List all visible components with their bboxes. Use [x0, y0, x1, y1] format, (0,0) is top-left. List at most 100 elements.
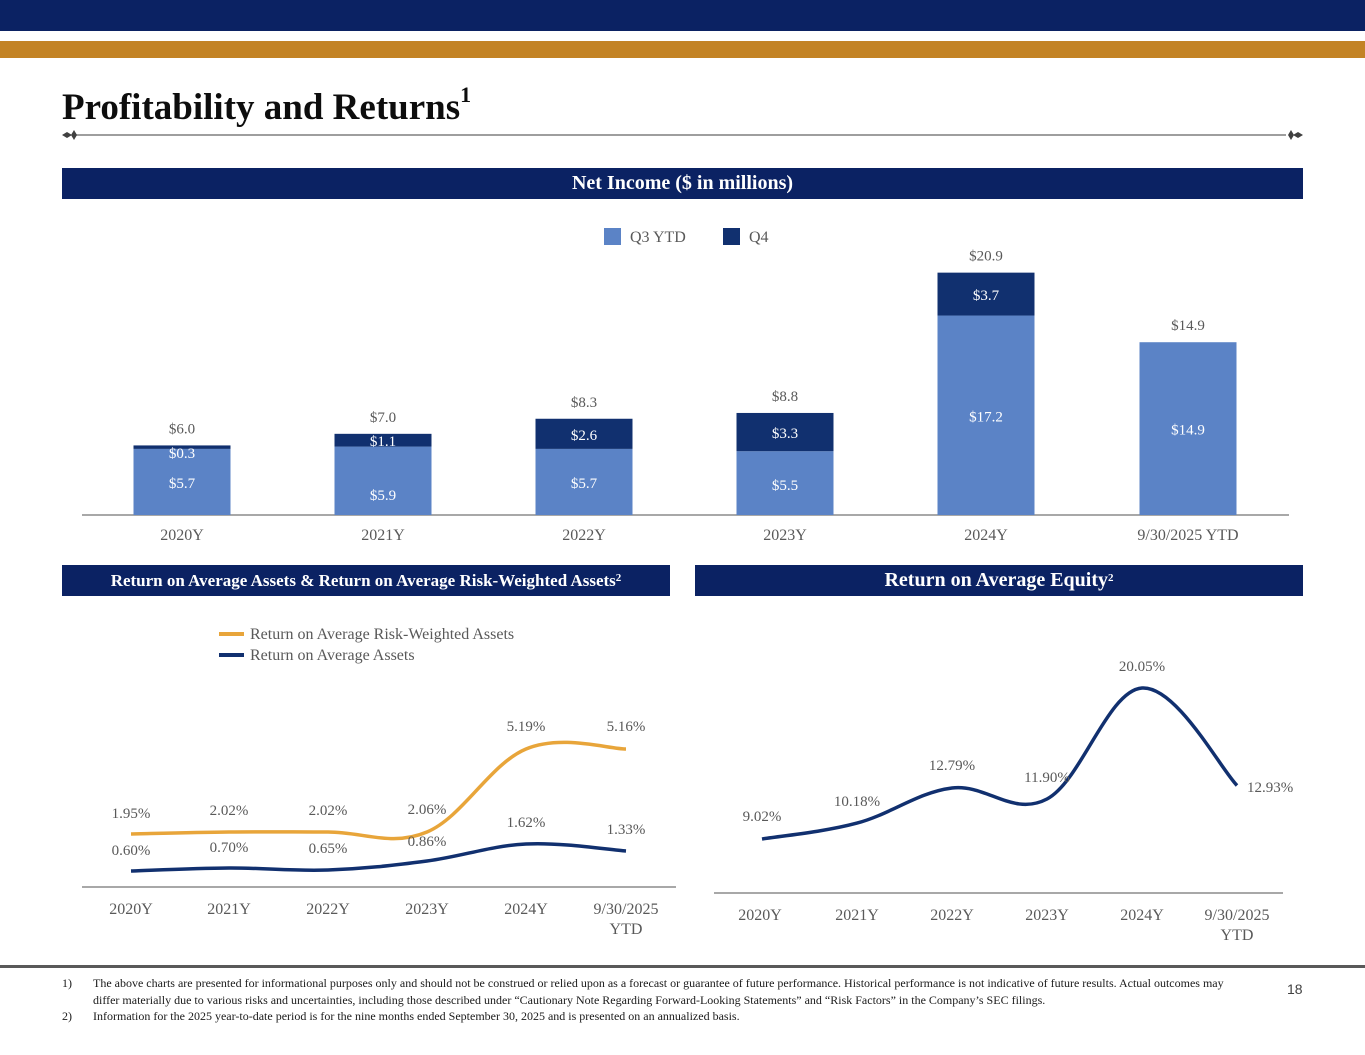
data-label-rorwa: 2.02%	[309, 803, 348, 819]
bar-q3-ytd	[1139, 342, 1237, 515]
legend-label-rorwa: Return on Average Risk-Weighted Assets	[250, 626, 514, 643]
data-label-q3-ytd: $14.9	[1171, 423, 1205, 439]
line-roa	[130, 841, 627, 873]
net-income-panel-header: Net Income ($ in millions)	[62, 168, 1303, 199]
x-tick-label: 2024Y	[504, 901, 548, 918]
data-label-q4: $3.3	[772, 426, 798, 442]
data-label-roe: 11.90%	[1024, 770, 1070, 786]
x-tick-label: 2021Y	[207, 901, 251, 918]
page-number: 18	[1287, 981, 1303, 997]
data-label-q4: $1.1	[370, 434, 396, 450]
data-label-total: $8.8	[772, 389, 798, 405]
data-label-rorwa: 2.06%	[408, 802, 447, 818]
legend-label-roa: Return on Average Assets	[250, 647, 415, 664]
bar-q3-ytd	[535, 448, 633, 515]
data-label-total: $8.3	[571, 395, 597, 411]
x-tick-label: 2023Y	[405, 901, 449, 918]
x-tick-label: 9/30/2025	[594, 901, 659, 918]
data-label-total: $14.9	[1171, 318, 1205, 334]
x-tick-label: 2022Y	[930, 907, 974, 924]
page-title-text: Profitability and Returns	[62, 87, 461, 128]
data-label-q3-ytd: $5.7	[571, 476, 598, 492]
bar-q4	[535, 418, 633, 449]
x-tick-label: 2023Y	[1025, 907, 1069, 924]
data-label-q3-ytd: $17.2	[969, 409, 1003, 425]
data-label-roa: 1.33%	[607, 822, 646, 838]
divider-ornament-right-icon	[1288, 130, 1303, 140]
roe-panel-title: Return on Average Equity	[884, 569, 1108, 591]
data-label-q3-ytd: $5.7	[169, 476, 196, 492]
legend-label-q3-ytd: Q3 YTD	[630, 229, 686, 246]
x-tick-label: 2020Y	[738, 907, 782, 924]
footnote-text: Information for the 2025 year-to-date pe…	[93, 1009, 740, 1023]
data-label-roa: 1.62%	[507, 815, 546, 831]
bar-q4	[133, 445, 231, 449]
line-rorwa	[130, 740, 627, 841]
roa-panel-header: Return on Average Assets & Return on Ave…	[62, 565, 670, 596]
divider-ornament-left-icon	[62, 130, 77, 140]
bar-q4	[937, 272, 1035, 316]
page-title-footnote-ref: 1	[460, 82, 472, 107]
data-label-q4: $0.3	[169, 446, 195, 462]
footnote-number: 1)	[62, 976, 72, 990]
top-navy-band	[0, 0, 1365, 31]
data-label-total: $6.0	[169, 421, 195, 437]
gold-accent-band	[0, 41, 1365, 58]
data-label-q3-ytd: $5.9	[370, 488, 396, 504]
x-tick-label: 2020Y	[160, 527, 204, 544]
x-tick-label: 2021Y	[835, 907, 879, 924]
net-income-panel-title: Net Income ($ in millions)	[571, 172, 794, 194]
legend-label-q4: Q4	[749, 229, 769, 246]
bar-q3-ytd	[334, 446, 432, 515]
data-label-roe: 20.05%	[1119, 659, 1165, 675]
footnote-number: 2)	[62, 1009, 72, 1023]
roa-footnote-ref: 2	[615, 572, 622, 584]
roa-panel-title: Return on Average Assets & Return on Ave…	[110, 571, 616, 590]
footnote-text: The above charts are presented for infor…	[93, 976, 1224, 1007]
data-label-roe: 10.18%	[834, 794, 880, 810]
x-tick-label: YTD	[1221, 927, 1254, 944]
data-label-roa: 0.86%	[408, 834, 447, 850]
data-label-rorwa: 2.02%	[210, 803, 249, 819]
data-label-q3-ytd: $5.5	[772, 478, 798, 494]
x-tick-label: 2022Y	[306, 901, 350, 918]
bar-q4	[736, 412, 834, 452]
footnote-1: 1) The above charts are presented for in…	[62, 975, 1242, 1008]
legend-swatch-q3-ytd	[604, 228, 621, 245]
x-tick-label: 2020Y	[109, 901, 153, 918]
bar-q3-ytd	[133, 448, 231, 515]
bar-q3-ytd	[736, 451, 834, 515]
x-tick-label: 2023Y	[763, 527, 807, 544]
bar-q3-ytd	[937, 315, 1035, 515]
roe-footnote-ref: 2	[1108, 572, 1114, 584]
data-label-roe: 9.02%	[743, 809, 782, 825]
roe-panel-header: Return on Average Equity2	[695, 565, 1303, 596]
data-label-total: $7.0	[370, 410, 396, 426]
x-tick-label: 2024Y	[1120, 907, 1164, 924]
title-divider-rule	[62, 130, 1303, 140]
x-tick-label: 9/30/2025	[1205, 907, 1270, 924]
data-label-roa: 0.70%	[210, 840, 249, 856]
data-label-roe: 12.79%	[929, 758, 975, 774]
footer-divider	[0, 965, 1365, 968]
line-roe	[761, 686, 1239, 841]
data-label-q4: $3.7	[973, 288, 1000, 304]
data-label-roa: 0.65%	[309, 841, 348, 857]
page-title: Profitability and Returns1	[62, 82, 471, 129]
x-tick-label: 2021Y	[361, 527, 405, 544]
bar-q4	[334, 433, 432, 447]
x-tick-label: 9/30/2025 YTD	[1137, 527, 1238, 544]
x-tick-label: 2024Y	[964, 527, 1008, 544]
data-label-rorwa: 5.19%	[507, 719, 546, 735]
data-label-roe: 12.93%	[1247, 780, 1293, 796]
data-label-rorwa: 1.95%	[112, 806, 151, 822]
data-label-q4: $2.6	[571, 428, 598, 444]
charts-canvas: Q3 YTD Q4 $0.3 $5.7 $6.0 2020Y $1.1 $5.9 $7.0 202…	[82, 228, 1293, 944]
legend-swatch-q4	[723, 228, 740, 245]
footnotes: 1) The above charts are presented for in…	[62, 975, 1242, 1025]
data-label-total: $20.9	[969, 249, 1003, 265]
x-tick-label: YTD	[610, 921, 643, 938]
data-label-roa: 0.60%	[112, 843, 151, 859]
data-label-rorwa: 5.16%	[607, 719, 646, 735]
x-tick-label: 2022Y	[562, 527, 606, 544]
